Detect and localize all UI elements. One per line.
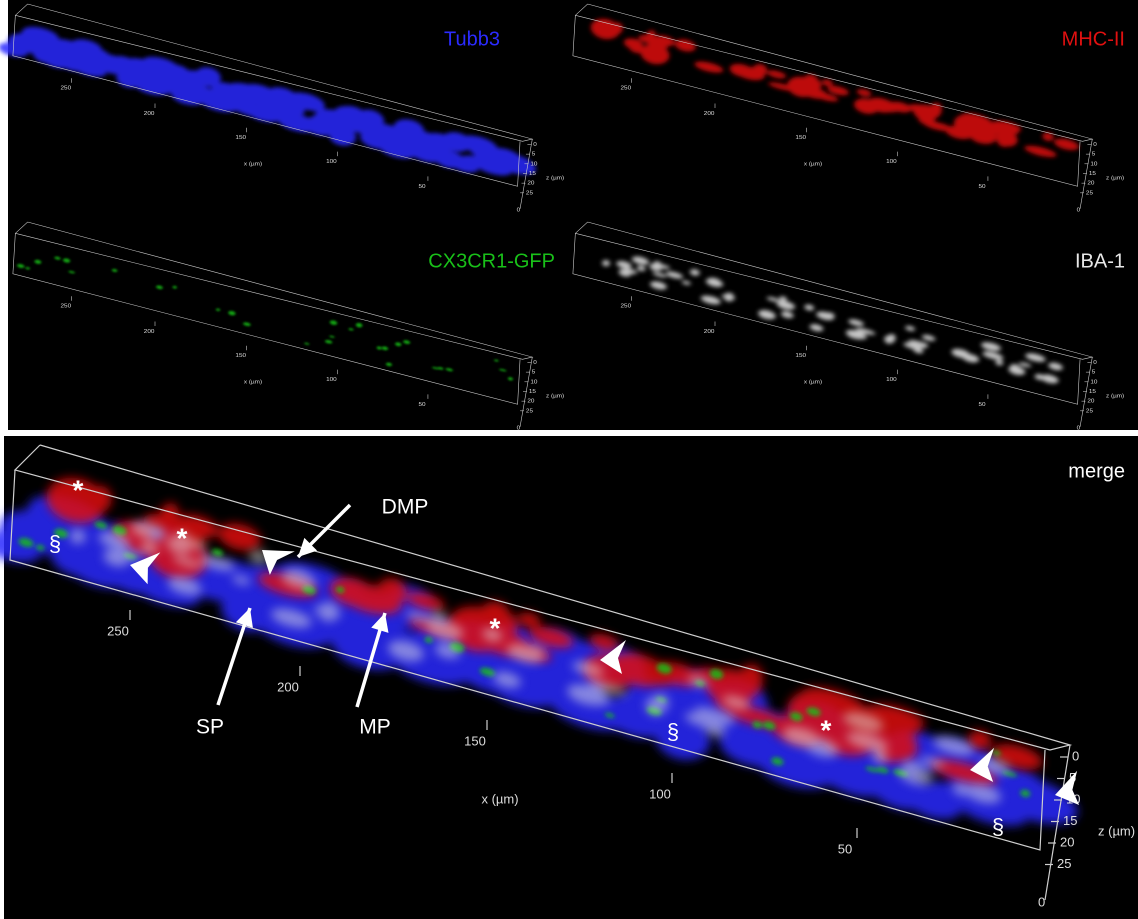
z-tick-label: 15 xyxy=(529,170,537,177)
x-tick-label: 200 xyxy=(144,110,155,117)
x-tick-label: 200 xyxy=(704,328,715,335)
z-axis-label: z (µm) xyxy=(1098,823,1135,838)
z-tick-label: 10 xyxy=(1090,379,1098,386)
z-tick-label: 20 xyxy=(527,180,535,187)
z-tick-label: 10 xyxy=(530,161,538,168)
z-tick-label: 20 xyxy=(1087,180,1095,187)
z-tick-label: 25 xyxy=(526,190,534,197)
z-tick-label: 15 xyxy=(1089,170,1097,177)
star-mark: * xyxy=(821,714,832,745)
star-mark: * xyxy=(73,474,84,505)
x-axis-label: x (µm) xyxy=(244,161,262,168)
x-tick-label: 150 xyxy=(464,733,486,748)
x-axis-label: x (µm) xyxy=(244,379,262,386)
z-tick-label: 5 xyxy=(532,151,536,158)
x-tick-label: 250 xyxy=(61,85,72,92)
z-end-label: 0 xyxy=(517,207,521,214)
z-tick-label: 0 xyxy=(1093,141,1097,148)
z-tick-label: 20 xyxy=(1060,834,1074,849)
x-tick-label: 200 xyxy=(704,110,715,117)
channel-label: CX3CR1-GFP xyxy=(428,250,555,272)
x-tick-label: 150 xyxy=(795,134,806,141)
x-tick-label: 150 xyxy=(235,134,246,141)
x-tick-label: 50 xyxy=(838,841,852,856)
z-tick-label: 15 xyxy=(1063,813,1077,828)
x-tick-label: 250 xyxy=(621,303,632,310)
z-tick-label: 20 xyxy=(527,398,535,405)
x-tick-label: 150 xyxy=(235,352,246,359)
z-tick-label: 10 xyxy=(1090,161,1098,168)
z-tick-label: 15 xyxy=(1089,388,1097,395)
channel-label: IBA-1 xyxy=(1075,250,1125,272)
x-tick-label: 50 xyxy=(979,183,987,190)
z-axis-label: z (µm) xyxy=(546,175,564,182)
x-tick-label: 100 xyxy=(326,376,337,383)
structure-label: DMP xyxy=(382,496,429,519)
section-mark: § xyxy=(667,719,679,744)
x-axis-label: x (µm) xyxy=(804,161,822,168)
x-tick-label: 100 xyxy=(886,376,897,383)
x-tick-label: 200 xyxy=(277,679,299,694)
z-axis-label: z (µm) xyxy=(1106,175,1124,182)
z-end-label: 0 xyxy=(517,425,521,432)
x-tick-label: 50 xyxy=(419,401,427,408)
z-end-label: 0 xyxy=(1077,425,1081,432)
x-tick-label: 100 xyxy=(886,158,897,165)
x-tick-label: 100 xyxy=(649,786,671,801)
x-tick-label: 250 xyxy=(621,85,632,92)
channel-label: Tubb3 xyxy=(444,28,500,50)
z-end-label: 0 xyxy=(1077,207,1081,214)
z-tick-label: 25 xyxy=(1057,856,1071,871)
z-tick-label: 15 xyxy=(529,388,537,395)
z-tick-label: 0 xyxy=(533,359,537,366)
z-tick-label: 0 xyxy=(1072,748,1079,763)
x-tick-label: 200 xyxy=(144,328,155,335)
z-tick-label: 0 xyxy=(1093,359,1097,366)
figure: 25020015010050x (µm)0510152025z (µm)0250… xyxy=(0,0,1138,919)
z-tick-label: 25 xyxy=(1086,190,1094,197)
star-mark: * xyxy=(490,612,501,643)
channel-label: MHC-II xyxy=(1062,28,1125,50)
section-mark: § xyxy=(992,814,1004,839)
z-tick-label: 5 xyxy=(1092,369,1096,376)
x-axis-label: x (µm) xyxy=(481,791,518,806)
x-tick-label: 50 xyxy=(979,401,987,408)
channel-label: merge xyxy=(1068,460,1125,482)
z-tick-label: 20 xyxy=(1087,398,1095,405)
x-axis-label: x (µm) xyxy=(804,379,822,386)
x-tick-label: 50 xyxy=(419,183,427,190)
z-tick-label: 5 xyxy=(1092,151,1096,158)
structure-label: MP xyxy=(359,716,391,739)
z-tick-label: 5 xyxy=(532,369,536,376)
z-tick-label: 0 xyxy=(533,141,537,148)
top-background xyxy=(8,0,1138,430)
structure-label: SP xyxy=(196,716,224,739)
z-tick-label: 10 xyxy=(530,379,538,386)
x-tick-label: 150 xyxy=(795,352,806,359)
z-tick-label: 25 xyxy=(526,408,534,415)
z-axis-label: z (µm) xyxy=(1106,393,1124,400)
z-axis-label: z (µm) xyxy=(546,393,564,400)
z-tick-label: 25 xyxy=(1086,408,1094,415)
x-tick-label: 250 xyxy=(107,623,129,638)
x-tick-label: 100 xyxy=(326,158,337,165)
z-end-label: 0 xyxy=(1038,894,1045,909)
x-tick-label: 250 xyxy=(61,303,72,310)
star-mark: * xyxy=(177,522,188,553)
section-mark: § xyxy=(49,531,61,556)
